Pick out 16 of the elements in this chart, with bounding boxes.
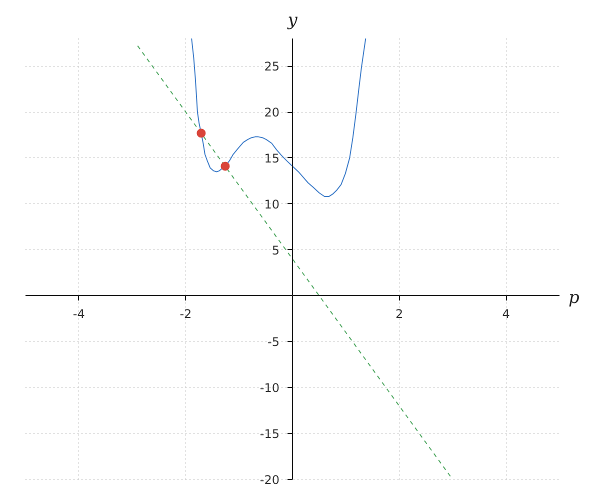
y-tick-label: -15 [260,427,280,442]
line-series [191,38,366,198]
y-tick-label: 5 [272,243,280,258]
y-axis-title: y [286,10,298,30]
x-axis-title: p [568,288,580,308]
x-tick-label: -2 [180,306,192,321]
y-tick-label: 10 [264,197,280,212]
y-tick-label: -5 [268,335,280,350]
y-tick-label: 15 [264,151,280,166]
y-tick-label: 25 [264,60,280,74]
y-tick-label: 20 [264,106,280,120]
y-tick-label: -10 [260,381,280,396]
x-tick-label: 2 [395,306,404,321]
y-tick-label: -20 [260,473,280,487]
x-tick-label: 4 [502,306,510,321]
x-tick-label: -4 [72,306,85,321]
